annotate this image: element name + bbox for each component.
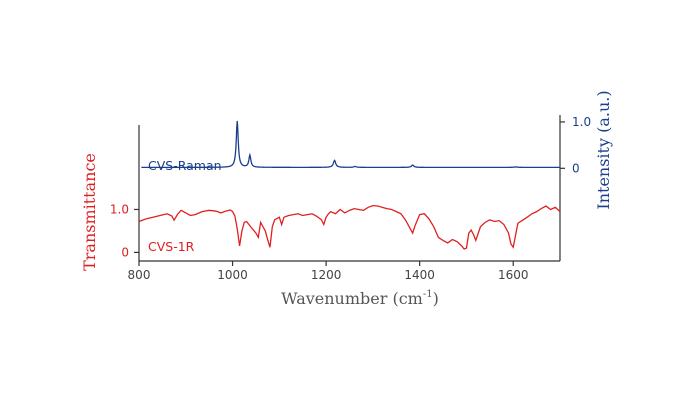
x-tick-label: 1000: [217, 268, 248, 282]
right-tick-label: 1.0: [572, 115, 591, 129]
series-line-cvs-raman: [141, 120, 560, 169]
series-label-cvs-1r: CVS-1R: [148, 239, 195, 254]
x-tick-label: 1400: [404, 268, 435, 282]
right-tick-label: 0: [572, 161, 580, 175]
series-line-cvs-1r: [138, 204, 561, 250]
left-y-axis-title: Transmittance: [80, 153, 99, 271]
right-ticks: 01.0: [560, 115, 591, 175]
x-ticks: 800 1000 1200 1400 1600: [128, 261, 529, 282]
left-tick-label: 0: [121, 245, 129, 259]
x-axis-title-end: ): [433, 289, 439, 308]
x-tick-label: 1600: [498, 268, 529, 282]
right-y-axis-title: Intensity (a.u.): [594, 90, 613, 209]
x-axis-title-superscript: -1: [423, 289, 433, 300]
x-tick-label: 1200: [311, 268, 342, 282]
left-tick-label: 1.0: [110, 202, 129, 216]
left-ticks: 01.0: [110, 202, 139, 259]
x-axis-title-main: Wavenumber (cm: [281, 289, 423, 308]
series-label-cvs-raman: CVS-Raman: [148, 158, 222, 173]
x-axis-title: Wavenumber (cm-1): [281, 289, 439, 308]
x-tick-label: 800: [128, 268, 151, 282]
